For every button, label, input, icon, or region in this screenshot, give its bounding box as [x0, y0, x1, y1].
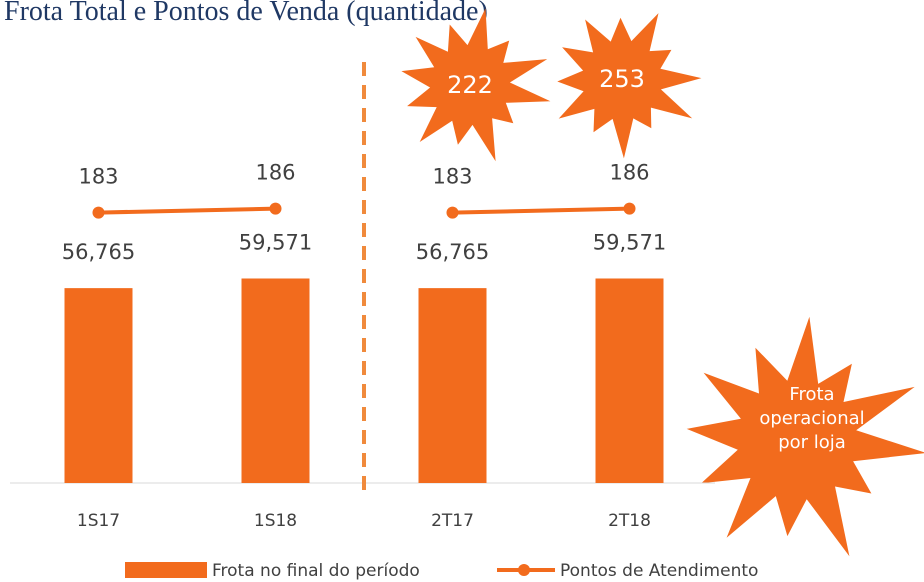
data-label: 56,765 [416, 240, 489, 264]
line-point [446, 206, 459, 219]
line [98, 206, 276, 215]
line [452, 206, 630, 215]
chart-title: Frota Total e Pontos de Venda (quantidad… [4, 0, 488, 27]
legend-label: Frota no final do período [212, 561, 420, 581]
x-tick-label: 2T17 [431, 511, 474, 531]
annotations: 222 253 Frota operacional por loja [401, 8, 924, 557]
x-tick-label: 1S17 [77, 511, 120, 531]
data-label: 59,571 [239, 230, 312, 254]
starburst [401, 8, 551, 162]
x-tick-label: 1S18 [254, 511, 297, 531]
legend-swatch [125, 562, 207, 578]
bar [418, 288, 487, 483]
data-label: 186 [255, 161, 295, 185]
data-label: 183 [432, 165, 472, 189]
line-point [269, 202, 282, 215]
data-label: 56,765 [62, 240, 135, 264]
annotation: 253 [599, 65, 645, 93]
legend: Frota no final do período Pontos de Aten… [125, 561, 758, 581]
data-label: 186 [609, 161, 649, 185]
legend-swatch [518, 564, 530, 576]
data-label: 59,571 [593, 230, 666, 254]
legend-label: Pontos de Atendimento [560, 561, 758, 581]
x-tick-label: 2T18 [608, 511, 651, 531]
line-point [92, 206, 105, 219]
data-label: 183 [78, 165, 118, 189]
bar [64, 288, 133, 483]
annotation: Frota operacional por loja [759, 384, 864, 453]
line-point [623, 202, 636, 215]
annotation: 222 [447, 71, 493, 99]
starburst [686, 316, 924, 557]
bar [595, 278, 664, 483]
starburst [557, 13, 702, 159]
bar [241, 278, 310, 483]
